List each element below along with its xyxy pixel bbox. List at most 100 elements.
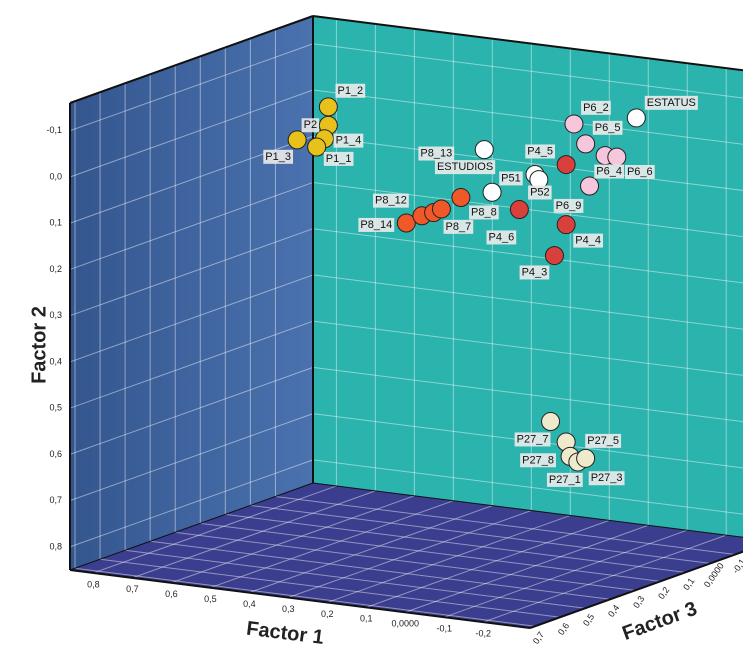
y-tick-label: -0,1 xyxy=(46,125,62,135)
data-point xyxy=(607,147,627,167)
label-bg xyxy=(514,432,551,447)
y-tick-label: 0,5 xyxy=(49,403,62,413)
edges xyxy=(69,15,743,629)
grid-line xyxy=(69,228,314,317)
grid-line xyxy=(327,514,571,603)
x-tick-label: 0,8 xyxy=(87,579,100,589)
grid-line xyxy=(69,459,314,548)
label-bg xyxy=(443,219,474,234)
label-bg xyxy=(520,453,556,468)
label-bg xyxy=(546,472,583,487)
data-point xyxy=(509,200,529,220)
grid-line xyxy=(69,320,314,409)
grid-line xyxy=(93,485,337,574)
data-point xyxy=(482,182,502,202)
label-bg xyxy=(585,433,622,448)
z-tick-label: -0,1 xyxy=(730,557,743,575)
data-point xyxy=(318,97,338,117)
data-point xyxy=(451,188,471,208)
label-bg xyxy=(594,164,624,179)
point-label: P1_2 xyxy=(337,85,363,97)
data-point xyxy=(307,137,327,157)
grid-line xyxy=(175,531,636,591)
y-tick-label: 0,0 xyxy=(49,171,62,181)
point-label: P4_5 xyxy=(527,145,553,157)
x-tick-label: 0,5 xyxy=(204,594,217,604)
z-tick-label: 0,7 xyxy=(531,630,546,646)
data-point xyxy=(580,176,600,196)
label-bg xyxy=(418,146,455,161)
label-bg xyxy=(358,217,395,232)
grid-line xyxy=(312,366,743,423)
axis-edge xyxy=(69,569,531,629)
label-bg xyxy=(644,95,698,110)
data-point xyxy=(431,199,451,219)
point-label: P6_9 xyxy=(556,200,582,212)
point-label: P27_8 xyxy=(522,454,554,466)
grid-line xyxy=(250,504,711,564)
point-label: P8_8 xyxy=(471,206,497,218)
grid-line xyxy=(312,181,743,238)
grid-line xyxy=(69,43,314,132)
point-label: P1_1 xyxy=(326,153,352,165)
grid-line xyxy=(366,519,610,608)
point-label: P8_12 xyxy=(375,195,407,207)
point-label: P2 xyxy=(304,119,317,131)
x-tick-label: 0,1 xyxy=(360,614,373,624)
point-label: ESTATUS xyxy=(647,97,696,109)
grid-line xyxy=(312,89,743,145)
grid-line xyxy=(312,459,743,515)
z-tick-label: 0,4 xyxy=(606,603,621,619)
grid-line xyxy=(210,500,454,589)
data-point xyxy=(556,155,576,175)
label-bg xyxy=(499,171,523,186)
point-label: ESTUDIOS xyxy=(437,161,493,173)
z-tick-label: 0,2 xyxy=(656,585,671,601)
x-tick-label: 0,7 xyxy=(126,584,139,594)
marks xyxy=(287,97,646,472)
y-tick-label: 0,2 xyxy=(49,264,62,274)
z-tick-label: 0,6 xyxy=(556,621,571,637)
grid-line xyxy=(312,228,743,284)
point-label: P27_1 xyxy=(549,474,581,486)
grid-line xyxy=(312,320,743,376)
grid-line xyxy=(405,524,649,613)
data-point xyxy=(287,130,307,150)
x-tick-label: -0,1 xyxy=(436,624,452,634)
point-label: P8_7 xyxy=(446,221,472,233)
grid-line xyxy=(312,135,743,191)
point-label: P4_4 xyxy=(575,235,601,247)
label-bg xyxy=(553,198,584,213)
axis-edge xyxy=(312,15,743,72)
grid-line xyxy=(312,274,743,330)
data-point xyxy=(556,215,576,235)
grid-line xyxy=(69,413,314,502)
grid-line xyxy=(200,522,661,582)
grid-line xyxy=(225,513,686,573)
x-tick-label: -0,2 xyxy=(475,628,491,638)
grid-line xyxy=(444,529,688,618)
label-bg xyxy=(581,100,611,115)
point-label: P4_3 xyxy=(522,266,548,278)
labels: P1_2 P2 P1_4 P1_3 P1_1 P8_14 P8_12 P8_7 P8_8 P8_1… xyxy=(263,83,698,487)
label-bg xyxy=(434,160,496,175)
x-tick-label: 0,3 xyxy=(282,604,295,614)
label-bg xyxy=(301,118,320,133)
data-point xyxy=(474,140,494,160)
x-tick-label: 0,4 xyxy=(243,599,256,609)
point-label: P27_3 xyxy=(591,472,623,484)
grid-line xyxy=(69,181,314,270)
y-tick-label: 0,3 xyxy=(49,310,62,320)
y-axis-title: Factor 2 xyxy=(28,306,50,384)
point-label: P6_5 xyxy=(595,122,621,134)
left-wall xyxy=(70,16,313,570)
label-bg xyxy=(528,185,552,200)
grid-line xyxy=(125,549,586,609)
data-point xyxy=(576,448,596,468)
label-bg xyxy=(588,471,625,486)
point-label: P27_7 xyxy=(517,433,549,445)
grid-line xyxy=(483,534,727,623)
data-point xyxy=(544,246,564,266)
